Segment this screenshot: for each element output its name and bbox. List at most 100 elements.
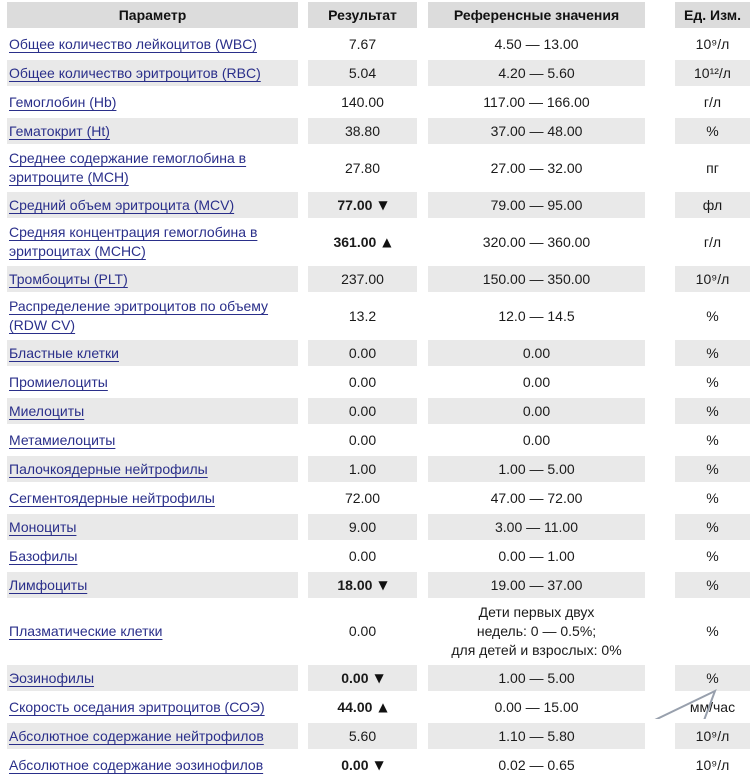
flag-down-icon: ▼ [374, 757, 384, 772]
parameter-link[interactable]: Сегментоядерные нейтрофилы [9, 489, 215, 506]
result-value: 237.00 [308, 266, 417, 292]
unit-value: % [675, 456, 750, 482]
reference-range: Дети первых двух недель: 0 — 0.5%; для дет… [428, 601, 645, 662]
unit-value: % [675, 665, 750, 691]
parameter-link[interactable]: Лимфоциты [9, 576, 88, 593]
table-row: Метамиелоциты 0.00 0.00 % [7, 427, 750, 453]
unit-value: % [675, 601, 750, 662]
result-value: 7.67 [308, 31, 417, 57]
table-row: Базофилы 0.00 0.00 — 1.00 % [7, 543, 750, 569]
header-reference: Референсные значения [428, 2, 645, 28]
table-row: Абсолютное содержание нейтрофилов 5.60 1… [7, 723, 750, 749]
unit-value: 10⁹/л [675, 752, 750, 778]
unit-value: пг [675, 147, 750, 189]
result-number: 0.00 [348, 344, 377, 361]
result-number: 361.00 [333, 233, 377, 250]
result-number: 0.00 [348, 431, 377, 448]
parameter-link[interactable]: Тромбоциты (PLT) [9, 270, 128, 287]
reference-range: 4.50 — 13.00 [428, 31, 645, 57]
parameter-link[interactable]: Базофилы [9, 547, 78, 564]
reference-range: 320.00 — 360.00 [428, 221, 645, 263]
parameter-link[interactable]: Распределение эритроцитов по объему (RDW… [9, 298, 269, 333]
reference-range: 0.00 [428, 340, 645, 366]
reference-range: 37.00 — 48.00 [428, 118, 645, 144]
reference-range: 0.00 [428, 369, 645, 395]
unit-value: г/л [675, 221, 750, 263]
parameter-link[interactable]: Среднее содержание гемоглобина в эритроц… [9, 150, 247, 185]
result-number: 140.00 [341, 93, 384, 110]
result-number: 77.00 [337, 196, 373, 213]
flag-up-icon: ▲ [378, 699, 388, 714]
parameter-link[interactable]: Абсолютное содержание нейтрофилов [9, 727, 264, 744]
result-value: 0.00 [308, 398, 417, 424]
reference-range: 0.02 — 0.65 [428, 752, 645, 778]
result-number: 1.00 [348, 460, 377, 477]
reference-range: 0.00 [428, 398, 645, 424]
result-value: 0.00 [308, 340, 417, 366]
parameter-link[interactable]: Моноциты [9, 518, 77, 535]
table-row: Общее количество лейкоцитов (WBC) 7.67 4… [7, 31, 750, 57]
reference-range: 1.10 — 5.80 [428, 723, 645, 749]
parameter-link[interactable]: Абсолютное содержание эозинофилов [9, 756, 264, 773]
parameter-link[interactable]: Скорость оседания эритроцитов (СОЭ) [9, 698, 265, 715]
parameter-link[interactable]: Гематокрит (Ht) [9, 122, 110, 139]
unit-value: % [675, 369, 750, 395]
parameter-link[interactable]: Палочкоядерные нейтрофилы [9, 460, 208, 477]
parameter-link[interactable]: Гемоглобин (Hb) [9, 93, 117, 110]
reference-line: Дети первых двух [478, 604, 595, 620]
result-number: 38.80 [344, 122, 381, 139]
parameter-link[interactable]: Эозинофилы [9, 669, 95, 686]
table-row: Плазматические клетки 0.00 Дети первых д… [7, 601, 750, 662]
unit-value: % [675, 427, 750, 453]
table-row: Лимфоциты 18.00 ▼ 19.00 — 37.00 % [7, 572, 750, 598]
header-result: Результат [308, 2, 417, 28]
result-number: 27.80 [344, 159, 381, 176]
parameter-link[interactable]: Общее количество эритроцитов (RBC) [9, 64, 261, 81]
header-parameter: Параметр [7, 2, 298, 28]
table-row: Общее количество эритроцитов (RBC) 5.04 … [7, 60, 750, 86]
reference-range: 1.00 — 5.00 [428, 456, 645, 482]
result-value: 0.00 [308, 543, 417, 569]
table-row: Скорость оседания эритроцитов (СОЭ) 44.0… [7, 694, 750, 720]
parameter-link[interactable]: Бластные клетки [9, 344, 119, 361]
result-value: 0.00 [308, 427, 417, 453]
result-value: 18.00 ▼ [308, 572, 417, 598]
result-value: 77.00 ▼ [308, 192, 417, 218]
parameter-link[interactable]: Миелоциты [9, 402, 85, 419]
result-value: 0.00 ▼ [308, 752, 417, 778]
parameter-link[interactable]: Метамиелоциты [9, 431, 116, 448]
result-number: 9.00 [348, 518, 377, 535]
table-row: Среднее содержание гемоглобина в эритроц… [7, 147, 750, 189]
table-row: Палочкоядерные нейтрофилы 1.00 1.00 — 5.… [7, 456, 750, 482]
flag-down-icon: ▼ [374, 670, 384, 685]
reference-range: 3.00 — 11.00 [428, 514, 645, 540]
reference-range: 12.0 — 14.5 [428, 295, 645, 337]
parameter-link[interactable]: Средняя концентрация гемоглобина в эритр… [9, 224, 258, 259]
reference-range: 4.20 — 5.60 [428, 60, 645, 86]
unit-value: % [675, 118, 750, 144]
reference-range: 150.00 — 350.00 [428, 266, 645, 292]
lab-results-table: Параметр Результат Референсные значения … [7, 2, 750, 781]
reference-range: 27.00 — 32.00 [428, 147, 645, 189]
flag-down-icon: ▼ [378, 197, 388, 212]
unit-value: % [675, 514, 750, 540]
table-row: Гематокрит (Ht) 38.80 37.00 — 48.00 % [7, 118, 750, 144]
parameter-link[interactable]: Промиелоциты [9, 373, 108, 390]
unit-value: % [675, 340, 750, 366]
result-value: 72.00 [308, 485, 417, 511]
reference-range: 19.00 — 37.00 [428, 572, 645, 598]
result-value: 5.04 [308, 60, 417, 86]
parameter-link[interactable]: Общее количество лейкоцитов (WBC) [9, 35, 257, 52]
corner-triangle-shape [654, 689, 717, 719]
parameter-link[interactable]: Плазматические клетки [9, 623, 163, 639]
parameter-link[interactable]: Средний объем эритроцита (MCV) [9, 196, 235, 213]
result-value: 27.80 [308, 147, 417, 189]
result-number: 0.00 [341, 756, 369, 773]
header-unit: Ед. Изм. [675, 2, 750, 28]
result-value: 38.80 [308, 118, 417, 144]
result-value: 140.00 [308, 89, 417, 115]
result-number: 18.00 [337, 576, 373, 593]
flag-up-icon: ▲ [382, 234, 392, 249]
unit-value: 10¹²/л [675, 60, 750, 86]
table-row: Сегментоядерные нейтрофилы 72.00 47.00 —… [7, 485, 750, 511]
